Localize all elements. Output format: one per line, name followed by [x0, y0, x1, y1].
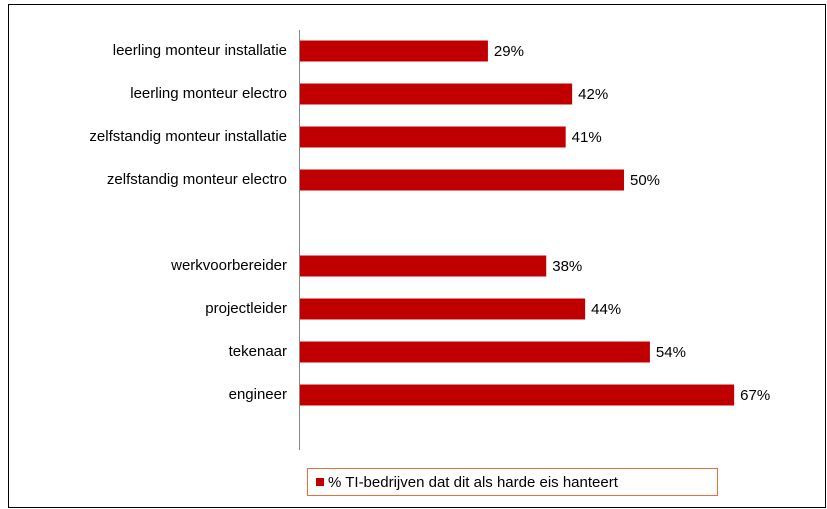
bar: [300, 169, 624, 191]
y-tick-label: tekenaar: [229, 343, 287, 360]
bar: [300, 40, 488, 62]
y-tick-label: projectleider: [205, 300, 287, 317]
data-label: 42%: [578, 86, 608, 103]
bar: [300, 341, 650, 363]
y-tick-label: leerling monteur installatie: [113, 42, 287, 59]
y-tick-label: engineer: [229, 386, 287, 403]
y-tick-label: leerling monteur electro: [130, 85, 287, 102]
data-label: 29%: [494, 43, 524, 60]
y-tick-label: werkvoorbereider: [170, 257, 287, 274]
y-tick-label: zelfstandig monteur electro: [107, 171, 287, 188]
data-label: 50%: [630, 172, 660, 189]
bar: [300, 298, 586, 320]
data-label: 67%: [740, 387, 770, 404]
bar: [300, 126, 566, 148]
legend-label: % TI-bedrijven dat dit als harde eis han…: [328, 474, 619, 491]
data-label: 41%: [572, 129, 602, 146]
data-label: 44%: [591, 301, 621, 318]
bar: [300, 255, 547, 277]
data-label: 38%: [552, 258, 582, 275]
bar: [300, 83, 573, 105]
legend-box: [307, 468, 718, 496]
y-tick-label: zelfstandig monteur installatie: [89, 128, 287, 145]
legend-swatch: [316, 478, 324, 486]
data-label: 54%: [656, 344, 686, 361]
bar: [300, 384, 735, 406]
